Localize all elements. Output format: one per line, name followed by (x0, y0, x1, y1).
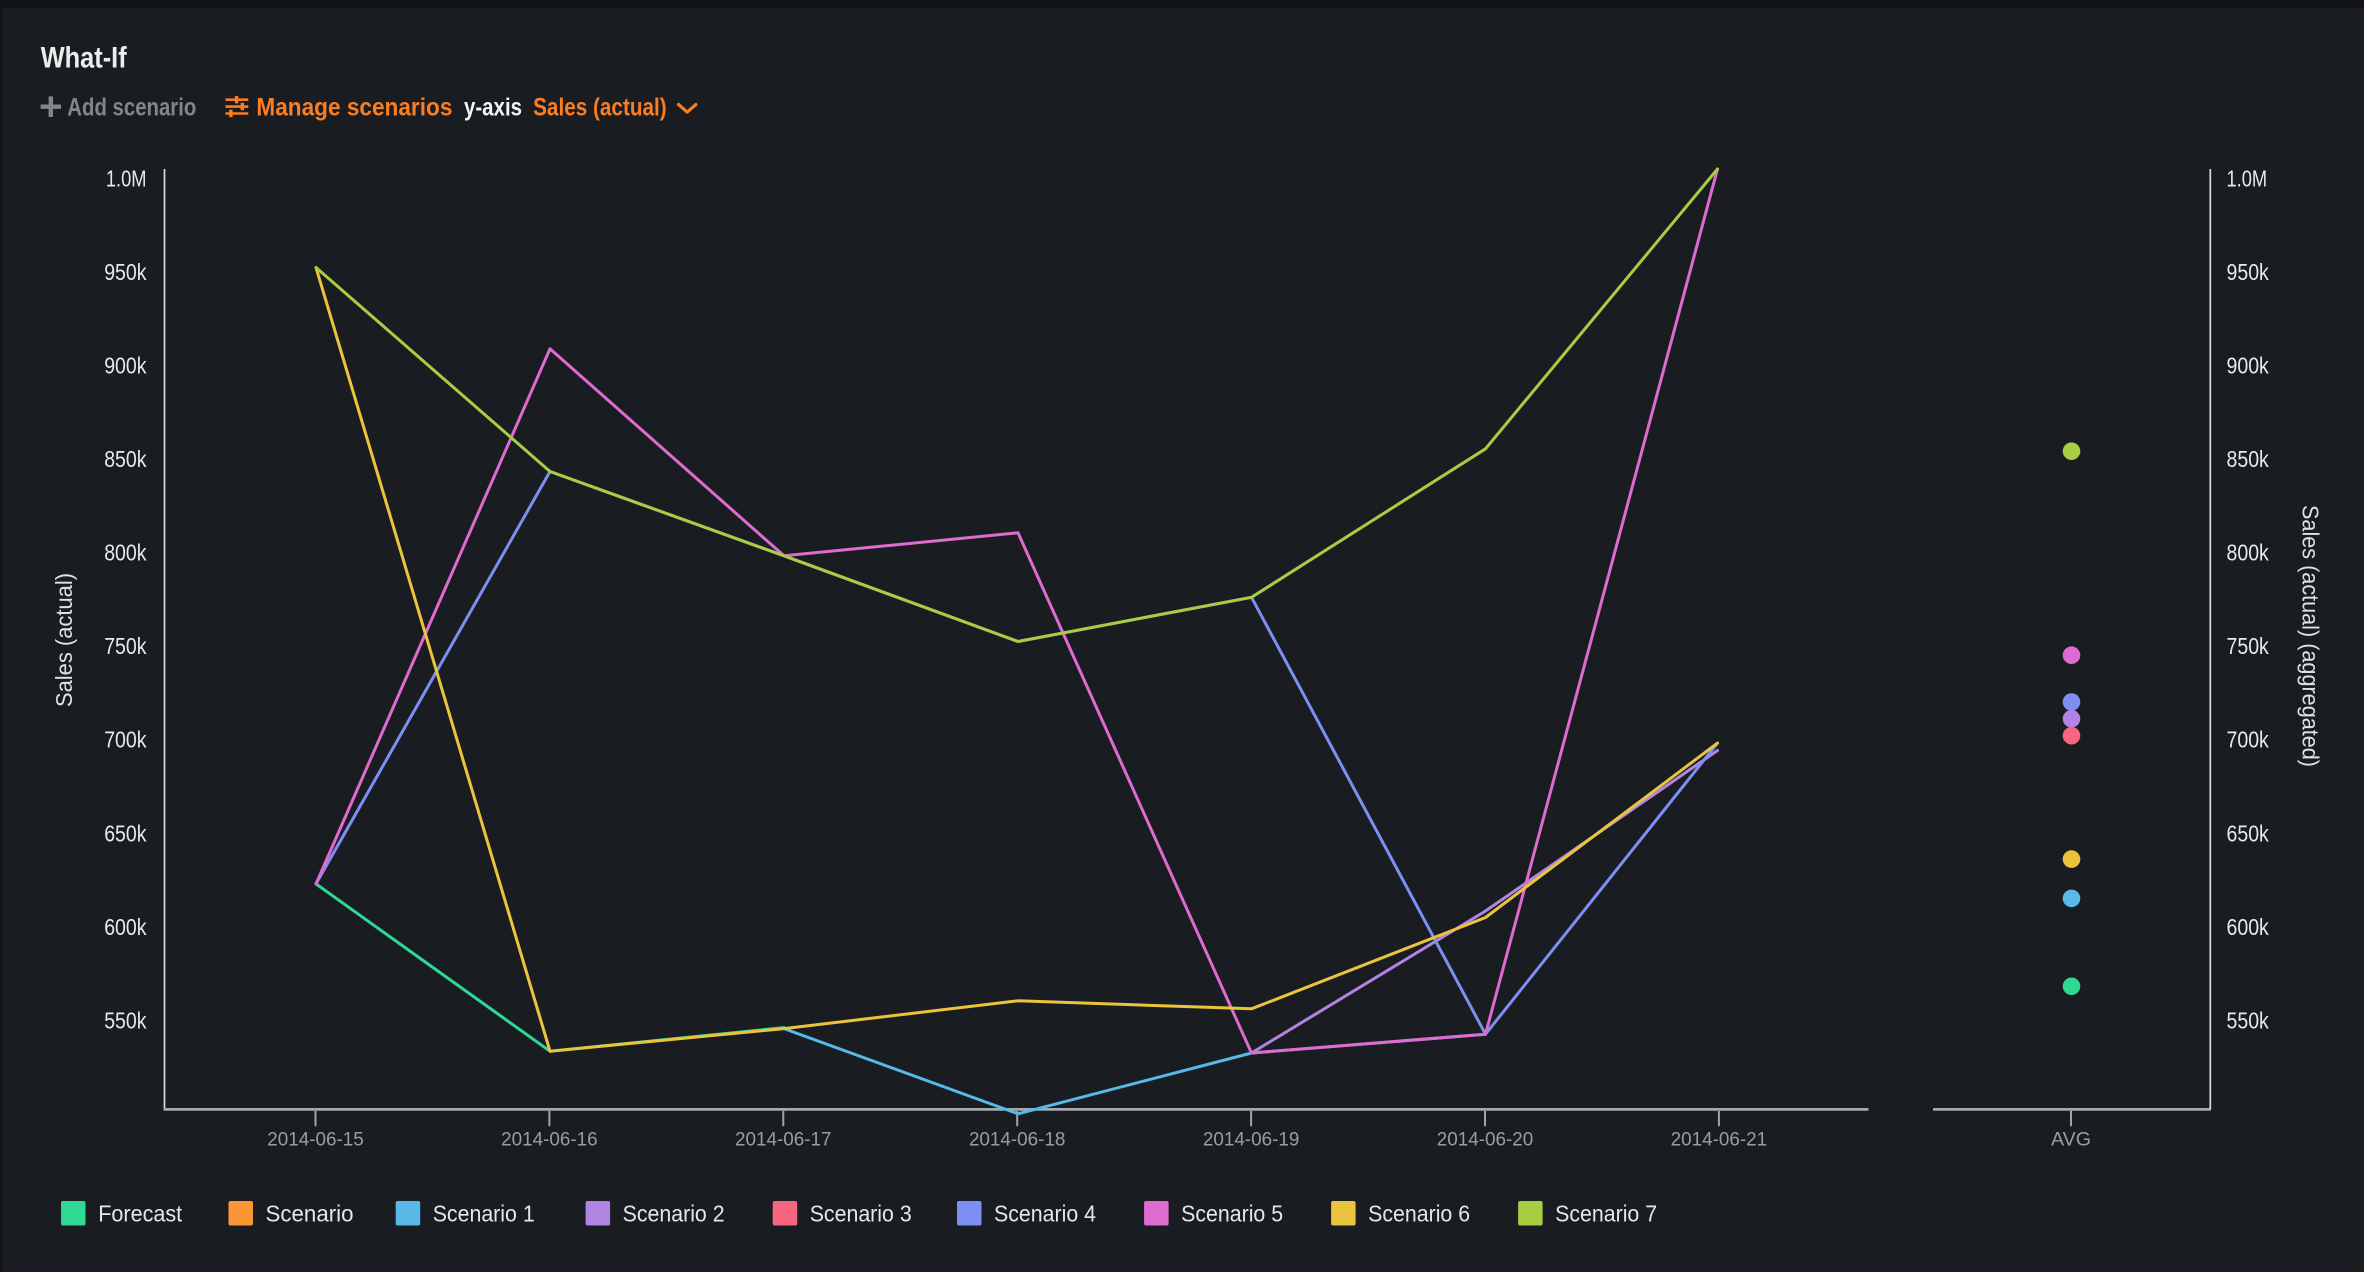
svg-text:950k: 950k (2227, 259, 2269, 285)
svg-text:What-If: What-If (41, 42, 128, 75)
svg-text:750k: 750k (104, 633, 146, 659)
svg-text:Scenario 6: Scenario 6 (1368, 1200, 1470, 1226)
svg-text:700k: 700k (2227, 727, 2269, 753)
svg-text:600k: 600k (104, 914, 146, 940)
svg-text:Sales (actual) (aggregated): Sales (actual) (aggregated) (2298, 505, 2324, 767)
svg-text:600k: 600k (2227, 914, 2269, 940)
svg-text:550k: 550k (104, 1007, 146, 1033)
svg-text:Sales (actual): Sales (actual) (51, 573, 77, 707)
svg-text:Add scenario: Add scenario (67, 94, 196, 122)
svg-text:850k: 850k (2227, 446, 2269, 472)
svg-text:750k: 750k (2227, 633, 2269, 659)
svg-text:Scenario: Scenario (266, 1200, 354, 1226)
svg-text:2014-06-16: 2014-06-16 (501, 1130, 598, 1151)
svg-text:950k: 950k (104, 259, 146, 285)
svg-text:650k: 650k (2227, 820, 2269, 846)
svg-text:2014-06-21: 2014-06-21 (1671, 1130, 1768, 1151)
svg-text:2014-06-20: 2014-06-20 (1437, 1130, 1534, 1151)
svg-text:1.0M: 1.0M (2227, 165, 2268, 191)
svg-text:AVG: AVG (2051, 1130, 2091, 1151)
svg-text:800k: 800k (104, 540, 146, 566)
svg-text:Scenario 4: Scenario 4 (994, 1200, 1096, 1226)
svg-text:2014-06-19: 2014-06-19 (1203, 1130, 1300, 1151)
svg-text:850k: 850k (104, 446, 146, 472)
svg-text:900k: 900k (2227, 352, 2269, 378)
svg-text:Scenario 1: Scenario 1 (433, 1200, 535, 1226)
svg-text:700k: 700k (104, 727, 146, 753)
svg-text:Manage scenarios: Manage scenarios (256, 94, 452, 122)
svg-text:900k: 900k (104, 352, 146, 378)
svg-text:Scenario 7: Scenario 7 (1555, 1200, 1657, 1226)
svg-text:Scenario 3: Scenario 3 (810, 1200, 912, 1226)
svg-text:2014-06-17: 2014-06-17 (735, 1130, 832, 1151)
svg-text:550k: 550k (2227, 1007, 2269, 1033)
svg-text:Forecast: Forecast (98, 1200, 182, 1226)
svg-text:650k: 650k (104, 820, 146, 846)
svg-text:Scenario 2: Scenario 2 (623, 1200, 725, 1226)
svg-text:2014-06-18: 2014-06-18 (969, 1130, 1066, 1151)
svg-text:Sales (actual): Sales (actual) (533, 94, 667, 122)
svg-text:2014-06-15: 2014-06-15 (267, 1130, 364, 1151)
svg-text:Scenario 5: Scenario 5 (1181, 1200, 1283, 1226)
svg-text:800k: 800k (2227, 540, 2269, 566)
svg-text:y-axis: y-axis (464, 94, 522, 122)
svg-text:1.0M: 1.0M (106, 165, 147, 191)
